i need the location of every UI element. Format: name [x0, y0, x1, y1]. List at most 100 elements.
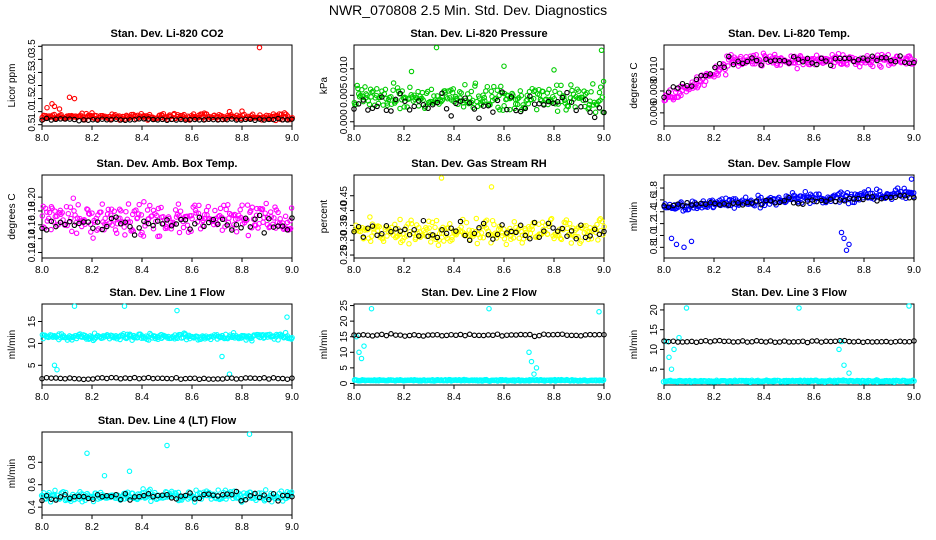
data-point [572, 104, 578, 110]
flagged-point [749, 55, 755, 61]
data-point [753, 52, 759, 58]
x-tick-label: 8.4 [757, 133, 771, 144]
flagged-point [541, 228, 547, 234]
data-point [484, 83, 491, 90]
flagged-point [665, 204, 672, 210]
flagged-point [443, 230, 450, 237]
flagged-point [517, 331, 524, 338]
outlier-point [71, 303, 78, 309]
x-tick-label: 8.2 [707, 392, 721, 403]
y-axis-label: kPa [319, 76, 330, 94]
flagged-point [730, 61, 737, 68]
flagged-point [159, 221, 166, 227]
flagged-point [182, 492, 189, 499]
flagged-point [827, 62, 834, 69]
flagged-point [224, 375, 230, 381]
flagged-point [545, 98, 552, 105]
data-point [105, 206, 112, 213]
data-point [362, 84, 368, 90]
flagged-point [159, 375, 166, 382]
y-tick-label: 10 [339, 346, 350, 358]
plot-title: Stan. Dev. Line 4 (LT) Flow [98, 415, 237, 427]
data-point [798, 200, 805, 206]
plot-frame [353, 303, 605, 386]
flagged-point [554, 228, 561, 234]
data-point [722, 72, 729, 78]
flagged-point [531, 101, 538, 107]
y-tick-label: 15 [649, 324, 660, 336]
y-axis-label: ml/min [629, 330, 640, 359]
flagged-point [744, 58, 751, 65]
data-point [595, 237, 601, 243]
flagged-point [150, 222, 156, 229]
flagged-point [564, 89, 570, 96]
data-point [508, 236, 514, 242]
y-axis-label: Licor ppm [7, 64, 18, 108]
flagged-point [869, 339, 876, 345]
data-point [474, 240, 481, 247]
flagged-point [388, 228, 394, 235]
data-point [599, 94, 606, 100]
data-point [794, 65, 800, 72]
flagged-point [448, 113, 454, 119]
flagged-point [448, 225, 454, 231]
data-point [907, 55, 913, 61]
data-point [415, 88, 421, 95]
data-point [450, 86, 457, 92]
outlier-point [676, 334, 682, 341]
data-point [800, 61, 806, 68]
plot-title: Stan. Dev. Li-820 Temp. [728, 28, 850, 40]
data-point [390, 80, 397, 86]
flagged-point [439, 227, 445, 233]
flagged-point [351, 228, 357, 235]
flagged-point [266, 376, 272, 382]
outlier-point [688, 238, 695, 245]
flagged-point [360, 234, 367, 240]
flagged-point [425, 233, 431, 240]
data-point [95, 226, 102, 232]
data-point [514, 96, 521, 102]
plot-frame [41, 174, 293, 259]
flagged-point [90, 376, 96, 382]
data-point [366, 101, 373, 108]
flagged-point [679, 80, 686, 87]
plot-title: Stan. Dev. Line 2 Flow [421, 287, 537, 299]
flagged-point [749, 339, 755, 345]
flagged-point [818, 339, 825, 345]
flagged-point [256, 212, 263, 219]
data-point [532, 87, 538, 94]
data-point [108, 212, 114, 218]
flagged-point [846, 55, 852, 62]
data-point [397, 216, 403, 223]
data-point [180, 224, 187, 231]
data-point [478, 230, 485, 236]
flagged-point [443, 332, 450, 339]
flagged-point [541, 331, 547, 337]
flagged-point [434, 234, 441, 241]
data-point [131, 335, 138, 341]
x-tick-label: 8.2 [85, 265, 99, 276]
flagged-point [392, 96, 399, 103]
flagged-point [141, 375, 147, 381]
data-point [568, 82, 574, 88]
outlier-point [846, 370, 852, 376]
flagged-point [753, 338, 760, 344]
flagged-point [388, 108, 394, 114]
flagged-point [721, 338, 727, 345]
flagged-point [869, 53, 876, 60]
flagged-point [57, 219, 64, 226]
flagged-point [582, 234, 589, 241]
y-axis-label: ml/min [319, 330, 330, 359]
outlier-point [528, 358, 535, 365]
data-point [415, 103, 422, 109]
flagged-point [62, 376, 68, 382]
flagged-point [471, 106, 478, 112]
flagged-point [564, 332, 570, 338]
flagged-point [76, 220, 82, 227]
data-point [69, 228, 75, 235]
data-point [519, 232, 526, 239]
flagged-point [781, 338, 788, 344]
flagged-point [369, 223, 376, 229]
data-point [382, 86, 389, 93]
flagged-point [201, 223, 207, 230]
